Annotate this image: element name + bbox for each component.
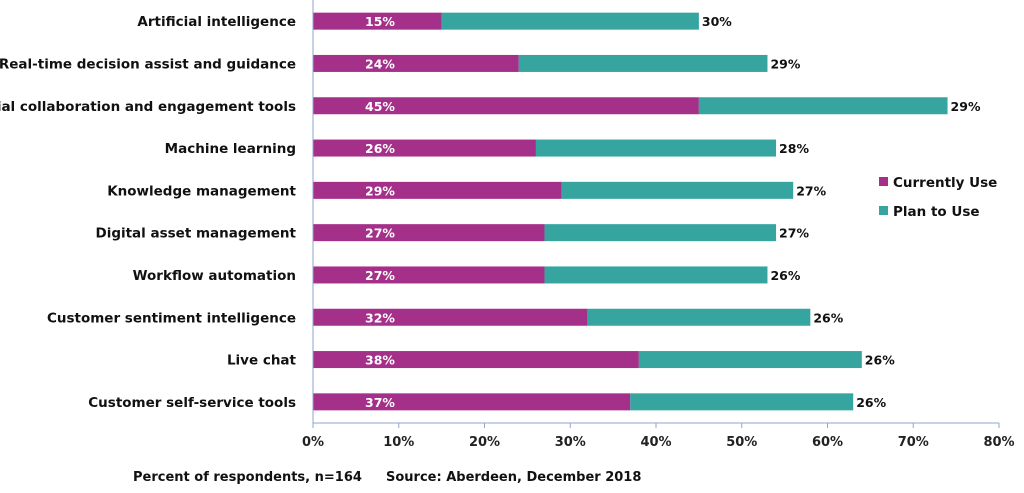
- bar-currently-use: [313, 181, 562, 199]
- source-note: Source: Aberdeen, December 2018: [386, 470, 642, 485]
- stacked-bar-chart: Artificial intelligence 15% 30% Real-time d…: [0, 0, 1015, 450]
- bar-currently-use: [313, 266, 545, 284]
- legend-label: Currently Use: [893, 175, 997, 191]
- x-tick-label: 70%: [898, 435, 929, 450]
- bar-plan-to-use: [441, 12, 699, 30]
- data-label-currently-use: 27%: [365, 268, 395, 283]
- bar-plan-to-use: [535, 139, 777, 157]
- x-tick-label: 50%: [726, 435, 757, 450]
- bar-currently-use: [313, 97, 699, 115]
- category-label: Customer sentiment intelligence: [47, 310, 296, 326]
- bar-plan-to-use: [630, 393, 854, 411]
- data-label-plan-to-use: 30%: [702, 14, 732, 29]
- bar-plan-to-use: [698, 97, 948, 115]
- x-tick-label: 0%: [302, 435, 324, 450]
- bar-currently-use: [313, 351, 639, 369]
- legend-swatch: [879, 206, 888, 215]
- category-label: Social collaboration and engagement tool…: [0, 99, 296, 115]
- x-tick-label: 10%: [383, 435, 414, 450]
- category-label: Machine learning: [165, 141, 296, 157]
- bar-currently-use: [313, 393, 631, 411]
- category-label: Digital asset management: [95, 226, 296, 242]
- data-label-currently-use: 24%: [365, 56, 395, 71]
- data-label-currently-use: 26%: [365, 141, 395, 156]
- bar-plan-to-use: [544, 224, 777, 242]
- legend-swatch: [879, 177, 888, 186]
- data-label-plan-to-use: 26%: [770, 268, 800, 283]
- data-label-currently-use: 29%: [365, 183, 395, 198]
- category-label: Customer self-service tools: [88, 395, 296, 411]
- category-label: Workflow automation: [133, 268, 296, 284]
- data-label-currently-use: 38%: [365, 353, 395, 368]
- bar-plan-to-use: [544, 266, 768, 284]
- data-label-currently-use: 45%: [365, 99, 395, 114]
- x-tick-label: 80%: [983, 435, 1014, 450]
- data-label-currently-use: 37%: [365, 395, 395, 410]
- data-label-plan-to-use: 29%: [951, 99, 981, 114]
- legend: Currently Use Plan to Use: [879, 175, 997, 220]
- data-label-currently-use: 15%: [365, 14, 395, 29]
- data-label-currently-use: 32%: [365, 310, 395, 325]
- bar-currently-use: [313, 139, 536, 157]
- bar-currently-use: [313, 54, 519, 72]
- category-label: Knowledge management: [107, 183, 296, 199]
- x-tick-label: 60%: [812, 435, 843, 450]
- data-label-plan-to-use: 28%: [779, 141, 809, 156]
- data-label-plan-to-use: 29%: [770, 56, 800, 71]
- data-label-plan-to-use: 26%: [856, 395, 886, 410]
- x-tick-label: 40%: [640, 435, 671, 450]
- x-tick-label: 30%: [555, 435, 586, 450]
- bar-currently-use: [313, 308, 588, 326]
- x-tick-label: 20%: [469, 435, 500, 450]
- data-label-plan-to-use: 27%: [779, 226, 809, 241]
- category-label: Real-time decision assist and guidance: [0, 56, 296, 72]
- bar-currently-use: [313, 12, 442, 30]
- bar-plan-to-use: [561, 181, 794, 199]
- bar-currently-use: [313, 224, 545, 242]
- bars-group: [313, 12, 948, 411]
- data-label-currently-use: 27%: [365, 226, 395, 241]
- axes-group: [312, 0, 1000, 428]
- legend-label: Plan to Use: [893, 204, 980, 220]
- respondents-note: Percent of respondents, n=164: [133, 470, 362, 485]
- bar-plan-to-use: [518, 54, 768, 72]
- bar-plan-to-use: [638, 351, 862, 369]
- data-label-plan-to-use: 26%: [813, 310, 843, 325]
- data-label-plan-to-use: 27%: [796, 183, 826, 198]
- category-label: Artificial intelligence: [137, 14, 296, 30]
- category-label: Live chat: [227, 353, 297, 369]
- bar-plan-to-use: [587, 308, 811, 326]
- labels-group: Artificial intelligence 15% 30% Real-time d…: [0, 14, 1015, 450]
- data-label-plan-to-use: 26%: [865, 353, 895, 368]
